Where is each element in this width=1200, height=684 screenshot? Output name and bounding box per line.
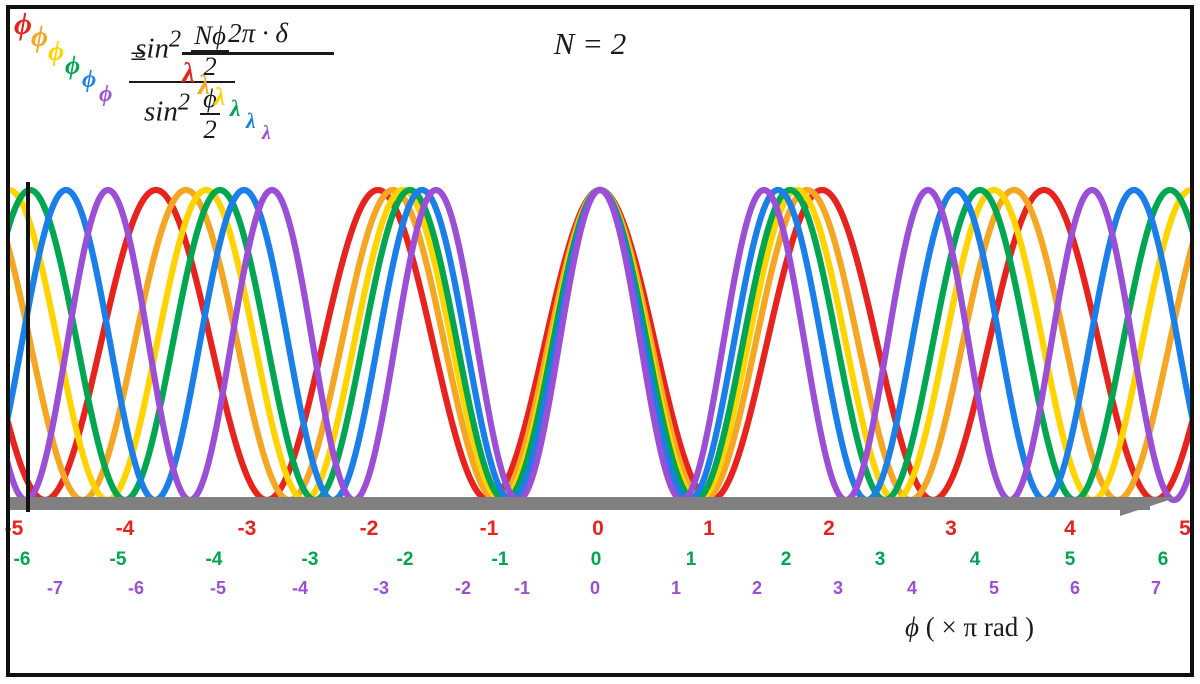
x-tick-purple-1: 1 xyxy=(670,578,682,598)
x-tick-green-neg5: -5 xyxy=(109,549,127,570)
numerator-inner-bottom: 2 xyxy=(191,49,229,80)
x-tick-red-neg5: -5 xyxy=(4,517,24,540)
x-ticks-purple: -7 -6 -5 -4 -3 -2 -1 0 1 2 3 4 5 6 7 xyxy=(0,578,1200,606)
x-tick-red-3: 3 xyxy=(945,517,957,540)
x-tick-purple-neg5: -5 xyxy=(209,578,227,598)
phi-symbol-blue: ϕ xyxy=(82,66,97,93)
curves-svg xyxy=(10,186,1192,504)
x-ticks-green: -6 -5 -4 -3 -2 -1 0 1 2 3 4 5 6 xyxy=(0,549,1200,577)
x-tick-purple-neg1: -1 xyxy=(513,578,531,598)
denominator-sin: sin xyxy=(144,95,178,128)
x-tick-purple-4: 4 xyxy=(906,578,918,598)
x-tick-red-neg2: -2 xyxy=(359,517,379,540)
x-tick-red-1: 1 xyxy=(703,517,715,540)
intensity-denominator: sin2 ϕ 2 xyxy=(129,81,235,142)
x-tick-green-4: 4 xyxy=(969,549,981,570)
x-tick-purple-2: 2 xyxy=(751,578,763,598)
x-tick-red-2: 2 xyxy=(823,517,835,540)
lambda-symbol-red: λ xyxy=(182,57,195,89)
lambda-symbol-orange: λ xyxy=(198,70,211,100)
x-tick-green-neg4: -4 xyxy=(205,549,223,570)
x-tick-green-6: 6 xyxy=(1157,549,1169,570)
phi-symbol-red: ϕ xyxy=(14,6,32,41)
denominator-inner-top: ϕ xyxy=(203,83,217,114)
x-tick-green-neg2: -2 xyxy=(396,549,414,570)
x-tick-red-neg1: -1 xyxy=(479,517,499,540)
lambda-symbol-green: λ xyxy=(230,96,241,122)
phi-symbol-purple: ϕ xyxy=(99,81,113,106)
x-tick-purple-5: 5 xyxy=(988,578,1000,598)
denominator-inner-fraction: ϕ 2 xyxy=(200,85,220,142)
curve-red xyxy=(10,186,1192,504)
numerator-inner-fraction: Nϕ 2 xyxy=(191,22,229,79)
interference-plot xyxy=(10,182,1192,512)
intensity-fraction: sin2 Nϕ 2 sin2 ϕ 2 xyxy=(129,22,235,143)
phi-symbol-green: ϕ xyxy=(65,51,81,80)
x-tick-purple-3: 3 xyxy=(832,578,844,598)
x-tick-red-neg4: -4 xyxy=(115,517,135,540)
x-axis-bar xyxy=(10,497,1150,510)
slit-count-label: N = 2 xyxy=(553,26,627,61)
numerator-inner-top: Nϕ xyxy=(194,20,226,50)
x-ticks-red: -5 -4 -3 -2 -1 0 1 2 3 4 5 xyxy=(0,517,1200,545)
intensity-numerator: sin2 Nϕ 2 xyxy=(129,22,235,81)
x-tick-purple-7: 7 xyxy=(1150,578,1162,598)
x-axis-phi: ϕ xyxy=(905,612,919,642)
x-tick-purple-6: 6 xyxy=(1069,578,1081,598)
x-tick-red-4: 4 xyxy=(1064,517,1076,540)
x-tick-purple-neg7: -7 xyxy=(46,578,64,598)
intensity-formula: sin2 Nϕ 2 sin2 ϕ 2 xyxy=(62,22,302,143)
lambda-symbol-blue: λ xyxy=(246,109,256,133)
x-tick-purple-0: 0 xyxy=(589,578,601,598)
x-tick-green-neg1: -1 xyxy=(491,549,509,570)
x-axis-units: ( × π rad ) xyxy=(925,612,1035,642)
numerator-sin: sin xyxy=(135,32,169,65)
lambda-symbol-yellow: λ xyxy=(214,83,226,111)
fraction-bar xyxy=(182,52,334,55)
x-tick-red-neg3: -3 xyxy=(237,517,257,540)
x-tick-green-3: 3 xyxy=(874,549,886,570)
x-axis-arrowhead xyxy=(1120,497,1178,516)
x-tick-green-0: 0 xyxy=(590,549,602,570)
equals-sign: = xyxy=(128,40,149,73)
phi-symbol-yellow: ϕ xyxy=(48,36,65,67)
x-axis-title: ϕ ( × π rad ) xyxy=(905,612,1034,643)
denominator-inner-bottom: 2 xyxy=(200,113,220,143)
x-tick-purple-neg4: -4 xyxy=(291,578,309,598)
lambda-symbol-purple: λ xyxy=(262,122,271,144)
x-tick-green-neg6: -6 xyxy=(13,549,31,570)
x-tick-purple-neg3: -3 xyxy=(372,578,390,598)
curve-purple xyxy=(10,186,1192,504)
phi-symbol-orange: ϕ xyxy=(31,21,49,53)
numerator-exponent: 2 xyxy=(168,25,182,53)
x-tick-green-2: 2 xyxy=(780,549,792,570)
x-tick-red-5: 5 xyxy=(1179,517,1191,540)
x-tick-green-1: 1 xyxy=(685,549,697,570)
x-tick-green-5: 5 xyxy=(1064,549,1076,570)
x-tick-green-neg3: -3 xyxy=(301,549,319,570)
x-tick-purple-neg2: -2 xyxy=(454,578,472,598)
denominator-exponent: 2 xyxy=(177,89,190,117)
x-tick-purple-neg6: -6 xyxy=(127,578,145,598)
x-tick-red-0: 0 xyxy=(592,517,604,540)
phase-numerator: 2π · δ xyxy=(228,18,288,48)
y-axis-line xyxy=(26,182,30,512)
